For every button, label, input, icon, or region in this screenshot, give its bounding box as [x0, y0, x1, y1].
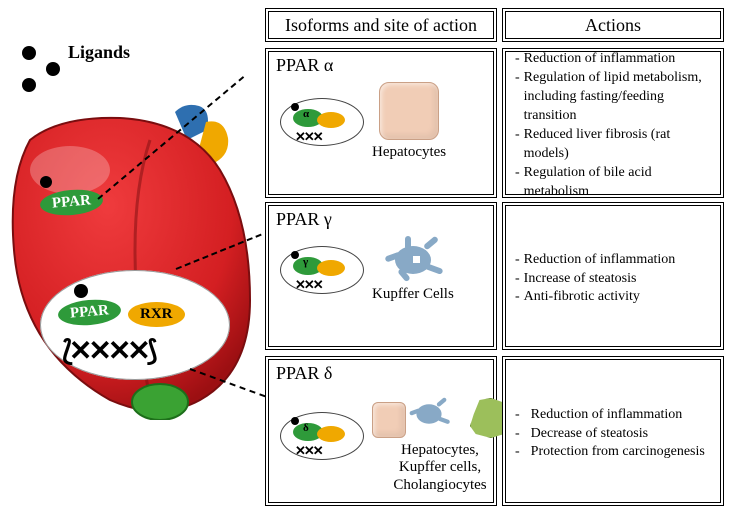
cells-label-alpha: Hepatocytes [372, 144, 446, 161]
ligand-dot [46, 62, 60, 76]
dna-icon: ⟅✕✕✕✕⟆ [62, 334, 154, 368]
row-title-gamma: PPAR γ [266, 203, 496, 232]
mini-complex-gamma: γ ✕✕✕ [280, 246, 364, 294]
ligand-dot-complex [74, 284, 88, 298]
actions-cell-delta: - Reduction of inflammation - Decrease o… [502, 356, 724, 506]
mini-complex-alpha: α ✕✕✕ [280, 98, 364, 146]
kupffer-icon [383, 236, 443, 284]
ppar-text: PPAR [51, 192, 91, 211]
actions-list-delta: - Reduction of inflammation - Decrease o… [503, 357, 723, 505]
isoform-cell-gamma: PPAR γ γ ✕✕✕ Kupffer Cells [265, 202, 497, 350]
kupffer-icon [408, 397, 450, 431]
cells-label-gamma: Kupffer Cells [372, 286, 454, 303]
actions-cell-alpha: -Reduction of inflammation -Regulation o… [502, 48, 724, 198]
row-title-delta: PPAR δ [266, 357, 496, 386]
rxr-in-complex: RXR [128, 302, 185, 327]
actions-list-alpha: -Reduction of inflammation -Regulation o… [503, 49, 723, 197]
actions-cell-gamma: -Reduction of inflammation -Increase of … [502, 202, 724, 350]
ligands-label: Ligands [68, 42, 130, 63]
ligand-dot [22, 78, 36, 92]
ligand-dot [22, 46, 36, 60]
isoform-cell-alpha: PPAR α α ✕✕✕ Hepatocytes [265, 48, 497, 198]
ligand-dot-bound [40, 176, 52, 188]
isoform-cell-delta: PPAR δ δ ✕✕✕ Hepatocytes, Kupffer cells,… [265, 356, 497, 506]
mini-complex-delta: δ ✕✕✕ [280, 412, 364, 460]
actions-list-gamma: -Reduction of inflammation -Increase of … [503, 203, 723, 349]
header-isoforms: Isoforms and site of action [265, 8, 497, 42]
cells-label-delta: Hepatocytes, Kupffer cells, Cholangiocyt… [380, 442, 500, 494]
liver-panel: Ligands PPAR PPAR RXR ⟅✕✕✕ [0, 0, 280, 518]
hepatocyte-icon [379, 82, 439, 140]
row-title-alpha: PPAR α [266, 49, 496, 78]
header-actions: Actions [502, 8, 724, 42]
hepatocyte-icon [372, 402, 406, 438]
